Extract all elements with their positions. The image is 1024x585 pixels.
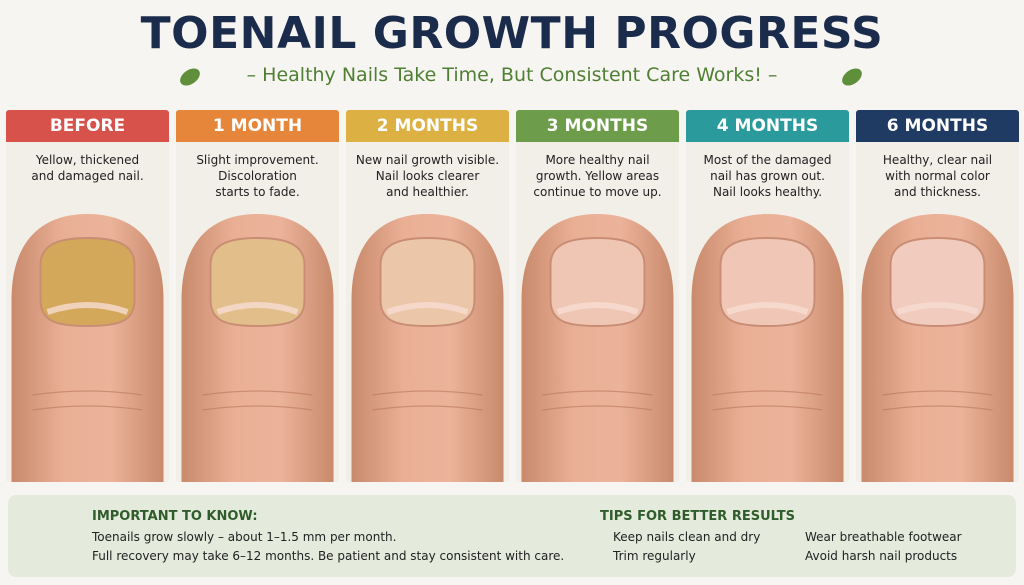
skin-crease: [882, 390, 993, 396]
skin-crease: [542, 390, 653, 396]
important-line: Toenails grow slowly – about 1–1.5 mm pe…: [92, 530, 397, 544]
nail: [549, 236, 646, 328]
stage-description: Nail looks clearer: [375, 169, 480, 183]
stage-label: 3 MONTHS: [516, 110, 679, 142]
stage-description: Yellow, thickened: [35, 153, 140, 167]
nail: [719, 236, 816, 328]
skin-crease: [202, 390, 313, 396]
nail-lunula: [556, 302, 639, 315]
stage-description: Most of the damaged: [703, 153, 832, 167]
info-box: [8, 495, 1016, 577]
tip-item: Trim regularly: [613, 549, 696, 563]
stage-description: growth. Yellow areas: [535, 169, 660, 183]
stage-description: Slight improvement.: [196, 153, 319, 167]
stage-description: New nail growth visible.: [355, 153, 500, 167]
nail-lunula: [726, 302, 809, 315]
stage-label: 6 MONTHS: [856, 110, 1019, 142]
nail: [379, 236, 476, 328]
important-line: Full recovery may take 6–12 months. Be p…: [92, 549, 565, 563]
stage-label: 2 MONTHS: [346, 110, 509, 142]
nail-lunula: [896, 302, 979, 315]
stage-description: with normal color: [885, 169, 990, 183]
stage-label: BEFORE: [6, 110, 169, 142]
important-title: IMPORTANT TO KNOW:: [92, 509, 258, 524]
skin-crease: [712, 405, 823, 411]
stage-description: More healthy nail: [545, 153, 650, 167]
skin-crease: [882, 405, 993, 411]
skin-crease: [542, 405, 653, 411]
stage-description: starts to fade.: [215, 185, 300, 199]
stage-label: 1 MONTH: [176, 110, 339, 142]
nail-lunula: [386, 302, 469, 315]
stage-description: Nail looks healthy.: [712, 185, 823, 199]
stage-label: 4 MONTHS: [686, 110, 849, 142]
nail: [209, 236, 306, 328]
tip-item: Avoid harsh nail products: [805, 549, 958, 563]
skin-crease: [32, 390, 143, 396]
stage-description: Healthy, clear nail: [882, 153, 993, 167]
skin-crease: [712, 390, 823, 396]
skin-crease: [372, 390, 483, 396]
tip-item: Wear breathable footwear: [805, 530, 962, 544]
stage-description: and healthier.: [386, 185, 469, 199]
tip-item: Keep nails clean and dry: [613, 530, 761, 544]
stage-description: nail has grown out.: [710, 169, 825, 183]
stage-description: and damaged nail.: [31, 169, 144, 183]
nail-lunula: [216, 302, 299, 315]
nail: [39, 236, 136, 328]
subtitle: – Healthy Nails Take Time, But Consisten…: [246, 64, 778, 86]
leaf-icon: [842, 68, 862, 86]
tips-title: TIPS FOR BETTER RESULTS: [600, 509, 795, 524]
skin-crease: [202, 405, 313, 411]
nail-lunula: [46, 302, 129, 315]
title: TOENAIL GROWTH PROGRESS: [140, 8, 884, 59]
skin-crease: [372, 405, 483, 411]
stage-description: Discoloration: [218, 169, 297, 183]
leaf-icon: [180, 68, 200, 86]
stage-description: and thickness.: [894, 185, 981, 199]
stage-description: continue to move up.: [533, 185, 662, 199]
nail: [889, 236, 986, 328]
skin-crease: [32, 405, 143, 411]
